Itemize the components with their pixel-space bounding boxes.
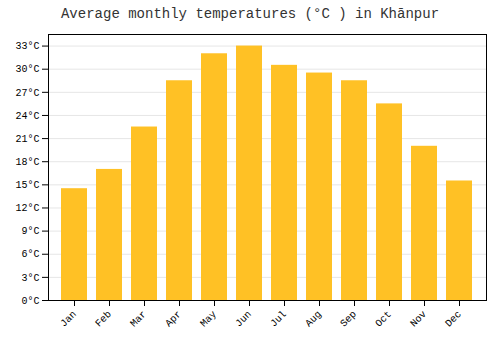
svg-text:9°C: 9°C xyxy=(21,226,39,237)
svg-text:Sep: Sep xyxy=(338,309,359,330)
svg-text:30°C: 30°C xyxy=(15,64,39,75)
svg-text:0°C: 0°C xyxy=(21,296,39,307)
svg-text:33°C: 33°C xyxy=(15,41,39,52)
svg-text:Jan: Jan xyxy=(58,309,79,330)
svg-text:18°C: 18°C xyxy=(15,157,39,168)
svg-text:Feb: Feb xyxy=(93,309,114,330)
svg-text:Jun: Jun xyxy=(233,309,254,330)
svg-text:Aug: Aug xyxy=(303,309,324,330)
svg-text:May: May xyxy=(198,309,219,330)
svg-text:3°C: 3°C xyxy=(21,273,39,284)
svg-text:Dec: Dec xyxy=(443,309,464,330)
html-text:Average monthly temperatures (: Average monthly temperatures (°C ) in Kh… xyxy=(61,6,439,22)
svg-text:15°C: 15°C xyxy=(15,180,39,191)
svg-text:Oct: Oct xyxy=(373,309,394,330)
svg-text:24°C: 24°C xyxy=(15,111,39,122)
svg-text:21°C: 21°C xyxy=(15,134,39,145)
svg-text:Nov: Nov xyxy=(408,309,429,330)
svg-text:Apr: Apr xyxy=(163,309,184,330)
svg-text:12°C: 12°C xyxy=(15,203,39,214)
svg-text:27°C: 27°C xyxy=(15,88,39,99)
svg-text:Jul: Jul xyxy=(268,309,289,330)
svg-text:6°C: 6°C xyxy=(21,249,39,260)
svg-text:Mar: Mar xyxy=(128,309,149,330)
